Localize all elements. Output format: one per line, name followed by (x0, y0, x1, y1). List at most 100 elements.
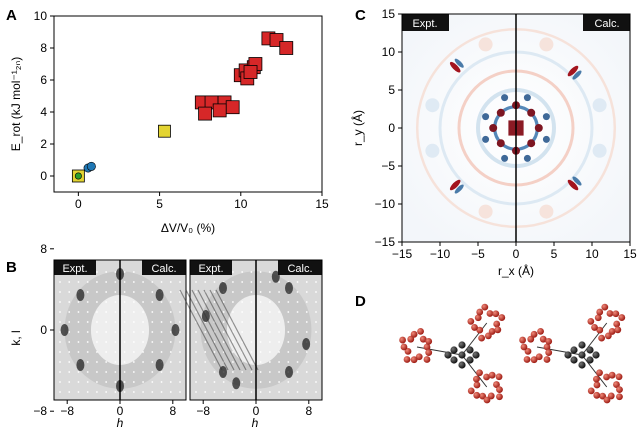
lattice-dot (77, 321, 80, 323)
density-feature (527, 108, 536, 117)
lattice-dot (179, 311, 181, 313)
density-lobe (449, 61, 461, 73)
lattice-dot (151, 301, 154, 303)
lattice-dot (96, 271, 98, 273)
expt-label: Expt. (198, 263, 223, 275)
density-lobe (572, 176, 582, 186)
lattice-dot (204, 351, 207, 353)
lattice-dot (259, 361, 262, 363)
oxygen-atom (473, 375, 480, 383)
lattice-dot (59, 281, 61, 283)
data-point (86, 161, 96, 171)
lattice-dot (278, 381, 280, 383)
lattice-dot (250, 281, 253, 283)
oxygen-atom (537, 328, 544, 335)
lattice-dot (151, 331, 154, 333)
lattice-dot (268, 371, 271, 373)
panel-d-molecules (399, 303, 626, 404)
lattice-dot (105, 371, 108, 373)
data-point (74, 172, 82, 180)
oxygen-atom (423, 343, 431, 351)
panel-b-ytick-label: 8 (40, 242, 47, 256)
oxygen-atom (615, 373, 623, 381)
lattice-dot (195, 371, 197, 373)
lattice-dot (296, 381, 299, 383)
lattice-dot (232, 351, 234, 353)
oxygen-atom (596, 308, 604, 316)
lattice-dot (241, 311, 244, 313)
lattice-dot (114, 351, 117, 353)
lattice-dot (114, 381, 117, 383)
diffuse-streak (197, 289, 241, 371)
oxygen-atom (601, 303, 609, 311)
molecule-1 (399, 303, 506, 404)
density-feature (482, 135, 490, 143)
lattice-dot (250, 291, 253, 293)
lattice-dot (132, 281, 135, 283)
carbon-atom (578, 351, 586, 359)
lattice-dot (142, 321, 144, 323)
lattice-dot (232, 361, 234, 363)
panel-c-xtick-label: 5 (551, 247, 558, 261)
lattice-dot (241, 391, 244, 393)
lattice-dot (132, 301, 135, 303)
reflection-spot (302, 338, 311, 350)
lattice-dot (305, 291, 308, 293)
lattice-dot (132, 291, 135, 293)
oxygen-atom (399, 336, 406, 344)
lattice-dot (305, 311, 308, 313)
oxygen-atom (613, 381, 620, 388)
lattice-dot (105, 341, 108, 343)
lattice-dot (213, 391, 216, 393)
oxygen-atom (467, 387, 475, 395)
lattice-dot (315, 341, 317, 343)
density-lobe (572, 70, 582, 80)
lattice-dot (169, 321, 172, 323)
lattice-dot (68, 391, 71, 393)
lattice-dot (114, 281, 117, 283)
lattice-dot (232, 301, 234, 303)
lattice-dot (268, 321, 271, 323)
diffraction-map-2: Expt. Calc. −8 0 8 (179, 259, 323, 418)
density-feature (523, 94, 531, 102)
lattice-dot (86, 391, 89, 393)
data-point (243, 65, 258, 79)
oxygen-atom (407, 335, 415, 343)
carbon-atom (458, 361, 466, 369)
lattice-dot (96, 281, 98, 283)
oxygen-atom (492, 310, 500, 318)
lattice-dot (160, 371, 163, 373)
lattice-dot (96, 341, 98, 343)
carbon-atom (450, 356, 458, 364)
lattice-dot (86, 281, 89, 283)
oxygen-atom (614, 326, 622, 334)
lattice-dot (305, 381, 308, 383)
carbon-atom (570, 356, 578, 364)
panel-c-ytick-label: −5 (381, 159, 395, 173)
lattice-dot (259, 331, 262, 333)
lattice-dot (132, 351, 135, 353)
carbon-atom (458, 351, 466, 359)
oxygen-atom (403, 356, 411, 363)
panel-c-ytick-label: −10 (375, 197, 396, 211)
lattice-dot (114, 321, 117, 323)
panel-b-xtick-label: 8 (305, 404, 312, 418)
density-feature (501, 154, 509, 162)
lattice-dot (114, 271, 117, 273)
lattice-dot (142, 391, 144, 393)
lattice-dot (241, 321, 244, 323)
lattice-dot (287, 361, 290, 363)
carbon-atom (592, 351, 600, 359)
diffraction-map-1: Expt. Calc. −8 0 8 8 0 −8 (33, 242, 187, 418)
oxygen-atom (593, 391, 601, 399)
panel-c-ytick-label: 0 (388, 121, 395, 135)
lattice-dot (160, 301, 163, 303)
lattice-dot (195, 381, 197, 383)
lattice-dot (123, 291, 126, 293)
lattice-dot (259, 341, 262, 343)
lattice-dot (132, 271, 135, 273)
oxygen-atom (520, 343, 528, 351)
reflection-spot (285, 282, 293, 294)
calc-label: Calc. (151, 263, 176, 275)
oxygen-atom (410, 330, 418, 338)
